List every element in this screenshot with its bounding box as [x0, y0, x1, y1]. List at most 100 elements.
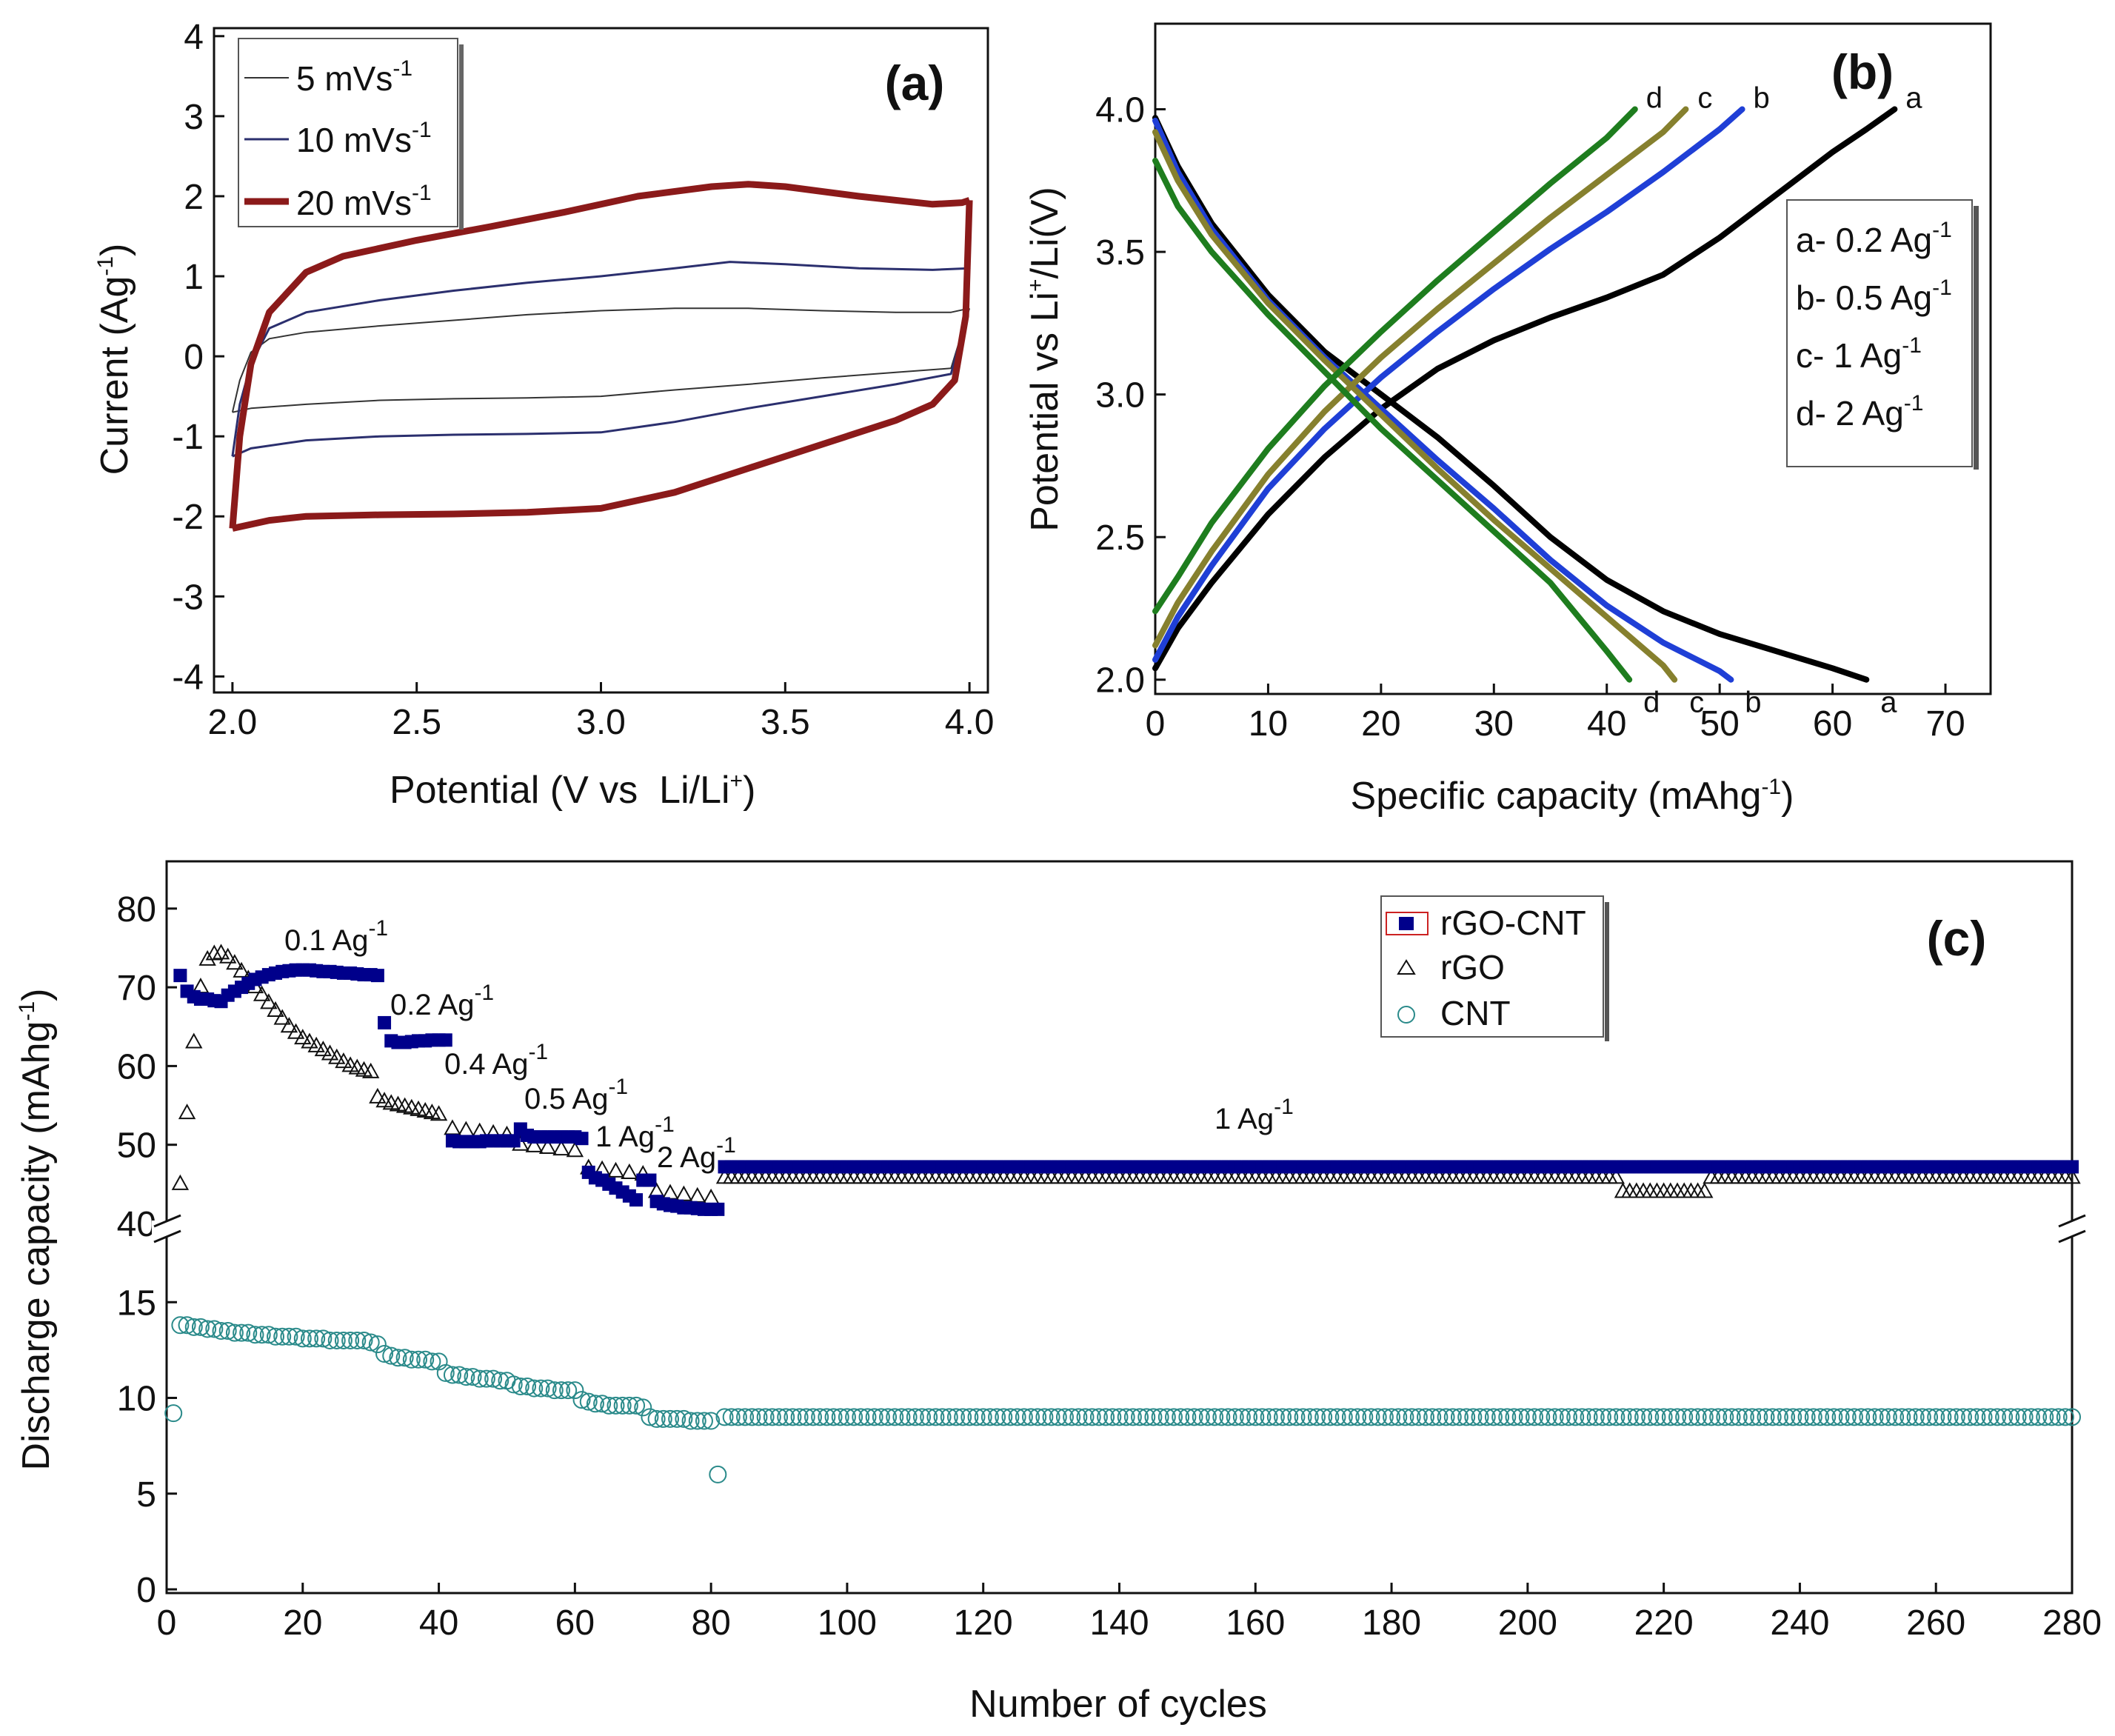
cnt-point	[1906, 1408, 1925, 1426]
panel-c-xtick-label: 240	[1770, 1603, 1829, 1643]
cnt-point	[410, 1350, 428, 1369]
cnt-point	[205, 1320, 224, 1338]
cnt-point	[2022, 1408, 2040, 1426]
axis-break-gap-right	[2057, 1221, 2087, 1237]
rgo-cnt-point	[438, 1033, 452, 1047]
panel-c-xtick-label: 260	[1906, 1603, 1965, 1643]
rgo-point	[538, 1138, 557, 1154]
cv-10mvs-cathodic	[232, 268, 971, 458]
cnt-point	[1995, 1408, 2014, 1426]
cnt-point	[1403, 1408, 1421, 1426]
panel-b-curves	[1152, 106, 1898, 683]
cnt-point	[2063, 1408, 2081, 1426]
cnt-point	[1757, 1408, 1775, 1426]
panel-b-xtick-label: 70	[1925, 704, 1965, 744]
cnt-point	[525, 1379, 544, 1398]
cnt-point	[1586, 1408, 1605, 1426]
cnt-point	[1648, 1408, 1666, 1426]
panel-c-ylabel: Discharge capacity (mAhg-1)	[15, 989, 58, 1471]
rate-annotation-0.5: 0.5 Ag-1	[524, 1075, 628, 1115]
cnt-point	[1450, 1408, 1469, 1426]
rgo-point	[307, 1036, 325, 1052]
panel-a-xtick-label: 2.0	[208, 703, 258, 742]
panel-c-xtick-label: 220	[1634, 1603, 1694, 1643]
cnt-point	[1566, 1408, 1585, 1426]
panel-b-ticks: 0 10 20 30 40 50 60 70 2.0 2.5 3.0 3.5 4.0	[1095, 91, 1965, 744]
cnt-point	[300, 1329, 318, 1348]
curve-d-charge	[1152, 106, 1638, 615]
cnt-point	[1341, 1408, 1360, 1426]
cnt-point	[1763, 1408, 1782, 1426]
cnt-point	[225, 1323, 244, 1342]
panel-a-xlabel: Potential (V vs Li/Li+)	[390, 769, 755, 812]
legend-shadow	[1605, 902, 1609, 1041]
cv-20mvs-cathodic	[231, 200, 973, 532]
cnt-point	[1123, 1408, 1142, 1426]
rgo-cnt-point	[507, 1134, 521, 1148]
panel-a-ticks: 2.0 2.5 3.0 3.5 4.0 4 3 2 1 0 -1 -2 -3 -4	[172, 18, 994, 742]
panel-c-ytick-label: 60	[117, 1047, 156, 1086]
cnt-point	[1940, 1408, 1959, 1426]
cnt-point	[1131, 1408, 1149, 1426]
cnt-point	[777, 1408, 795, 1426]
panel-a: 2.0 2.5 3.0 3.5 4.0 4 3 2 1 0 -1 -2 -3 -4 (a) Potenti…	[93, 18, 994, 812]
cnt-point	[1831, 1408, 1850, 1426]
cnt-point	[321, 1331, 339, 1349]
cnt-point	[756, 1408, 775, 1426]
panel-c-xtick-label: 60	[555, 1603, 595, 1643]
cnt-point	[334, 1331, 352, 1349]
cnt-point	[954, 1408, 972, 1426]
cnt-point	[1008, 1408, 1026, 1426]
cnt-point	[1457, 1408, 1476, 1426]
panel-b-xtick-label: 20	[1361, 704, 1400, 744]
cnt-point	[1614, 1408, 1632, 1426]
cnt-point	[1103, 1408, 1122, 1426]
rate-annotations: 0.1 Ag-1 0.2 Ag-1 0.4 Ag-1 0.5 Ag-1 1 Ag…	[284, 916, 1294, 1174]
cnt-point	[1185, 1408, 1203, 1426]
cnt-point	[389, 1349, 407, 1367]
cnt-point	[1893, 1408, 1911, 1426]
curve-c-charge	[1152, 106, 1689, 649]
panel-c-xtick-label: 120	[954, 1603, 1013, 1643]
cnt-point	[681, 1412, 700, 1430]
cnt-point	[1029, 1408, 1047, 1426]
cnt-point	[988, 1408, 1006, 1426]
cnt-point	[790, 1408, 809, 1426]
cnt-point	[634, 1398, 652, 1417]
cnt-point	[477, 1369, 495, 1388]
panel-c-xtick-label: 100	[818, 1603, 877, 1643]
cnt-point	[1437, 1408, 1455, 1426]
panel-b-legend: a- 0.2 Ag-1 b- 0.5 Ag-1 c- 1 Ag-1 d- 2 A…	[1786, 199, 1979, 470]
cnt-point	[1430, 1408, 1449, 1426]
cnt-point	[1334, 1408, 1353, 1426]
rate-annotation-1-steady: 1 Ag-1	[1214, 1095, 1294, 1135]
cnt-point	[1117, 1408, 1135, 1426]
cnt-point	[1838, 1408, 1857, 1426]
cnt-point	[2002, 1408, 2020, 1426]
cnt-point	[709, 1465, 727, 1483]
axis-break-left-1	[153, 1214, 181, 1228]
cnt-point	[1532, 1408, 1551, 1426]
rgo-point	[369, 1087, 387, 1104]
axis-break-left-2	[153, 1229, 181, 1243]
cnt-point	[627, 1396, 646, 1415]
rate-annotation-1: 1 Ag-1	[595, 1112, 675, 1153]
panel-a-xtick-label: 3.5	[761, 703, 810, 742]
cv-10mvs-anodic	[231, 261, 970, 457]
cnt-point	[641, 1408, 659, 1426]
cnt-point	[1620, 1408, 1639, 1426]
cnt-point	[1274, 1408, 1292, 1426]
panel-b-ytick-label: 4.0	[1095, 91, 1145, 130]
panel-c-xtick-label: 20	[283, 1603, 322, 1643]
cnt-point	[722, 1408, 741, 1426]
cnt-point	[1260, 1408, 1278, 1426]
cv-5mvs-cathodic	[232, 308, 971, 413]
label-b-charge-end: b	[1754, 82, 1770, 115]
cnt-point	[1974, 1408, 1993, 1426]
cnt-point	[879, 1408, 898, 1426]
rgo-cnt-point	[643, 1173, 657, 1187]
legend-20mvs-label: 20 mVs-1	[296, 181, 432, 222]
cnt-point	[532, 1379, 550, 1398]
panel-c-ytick-label: 40	[117, 1205, 156, 1244]
cnt-point	[171, 1316, 190, 1335]
